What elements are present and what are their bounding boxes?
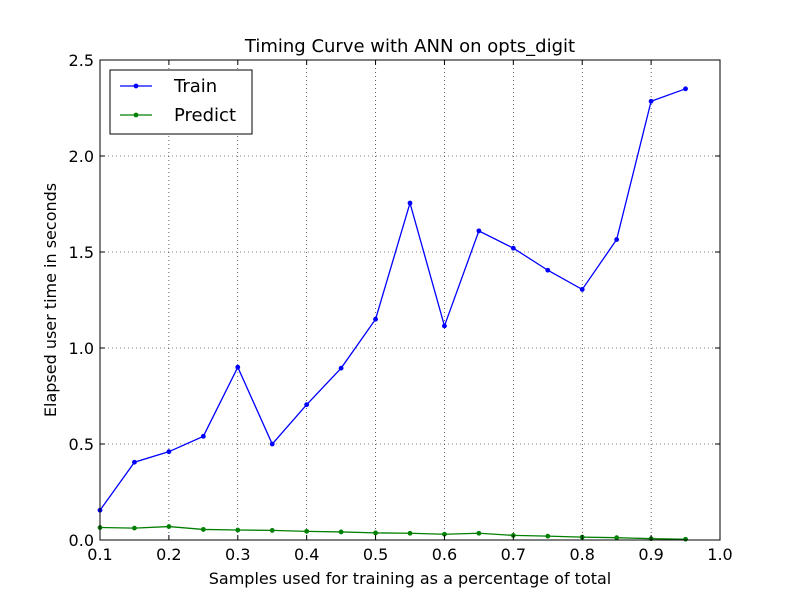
y-tick-label: 2.0 [69,147,94,166]
legend-marker-predict [133,112,139,118]
x-tick-label: 0.5 [363,545,388,564]
data-point-train [510,245,516,251]
data-point-train [648,98,654,104]
data-point-predict [235,527,241,533]
data-point-predict [304,528,310,534]
y-axis-label: Elapsed user time in seconds [41,183,60,417]
x-tick-label: 0.4 [294,545,319,564]
data-point-predict [407,530,413,536]
x-tick-label: 0.2 [156,545,181,564]
data-point-train [373,316,378,322]
data-point-train [200,433,206,439]
x-tick-label: 0.1 [87,545,112,564]
data-point-train [579,287,585,292]
data-point-train [132,459,137,465]
data-point-train [235,364,241,370]
series-line-predict [99,525,686,540]
data-point-train [338,365,344,371]
data-point-train [304,402,310,408]
data-point-train [614,237,620,242]
legend: Train Predict [109,69,253,135]
data-point-train [545,267,551,273]
data-point-train [442,323,447,329]
series-line-train [99,88,686,511]
legend-marker-train [133,83,139,89]
legend-label-predict: Predict [174,105,236,126]
x-axis-label: Samples used for training as a percentag… [209,569,612,588]
chart-title: Timing Curve with ANN on opts_digit [244,36,575,57]
data-point-train [407,200,413,206]
x-tick-label: 0.7 [501,545,526,564]
axis-ticks: 0.1 0.2 0.3 0.4 0.5 0.6 0.7 0.8 0.9 1.0 0.0 0.5 1.0 1… [69,51,733,564]
x-tick-label: 1.0 [707,545,732,564]
data-point-predict [545,533,551,539]
y-tick-label: 1.5 [69,243,94,262]
y-tick-label: 1.0 [69,339,94,358]
x-tick-label: 0.9 [638,545,663,564]
data-point-predict [476,530,482,536]
data-point-train [476,228,482,234]
legend-label-train: Train [173,76,217,97]
data-point-predict [338,529,344,535]
data-point-train [683,86,688,92]
series-layer [97,86,688,542]
data-point-predict [166,524,172,529]
x-tick-label: 0.6 [432,545,457,564]
data-point-predict [442,531,447,537]
data-point-predict [269,528,275,533]
x-tick-label: 0.8 [569,545,594,564]
data-point-train [269,441,275,447]
x-tick-label: 0.3 [225,545,250,564]
data-point-predict [683,536,688,542]
data-point-predict [614,535,620,541]
y-tick-label: 2.5 [69,51,94,70]
legend-box [109,69,253,135]
plot-frame [99,59,721,541]
data-point-predict [132,525,137,531]
y-tick-label: 0.0 [69,531,94,550]
data-point-train [166,449,172,455]
y-tick-label: 0.5 [69,435,94,454]
data-point-predict [373,530,378,536]
data-point-predict [200,527,206,532]
